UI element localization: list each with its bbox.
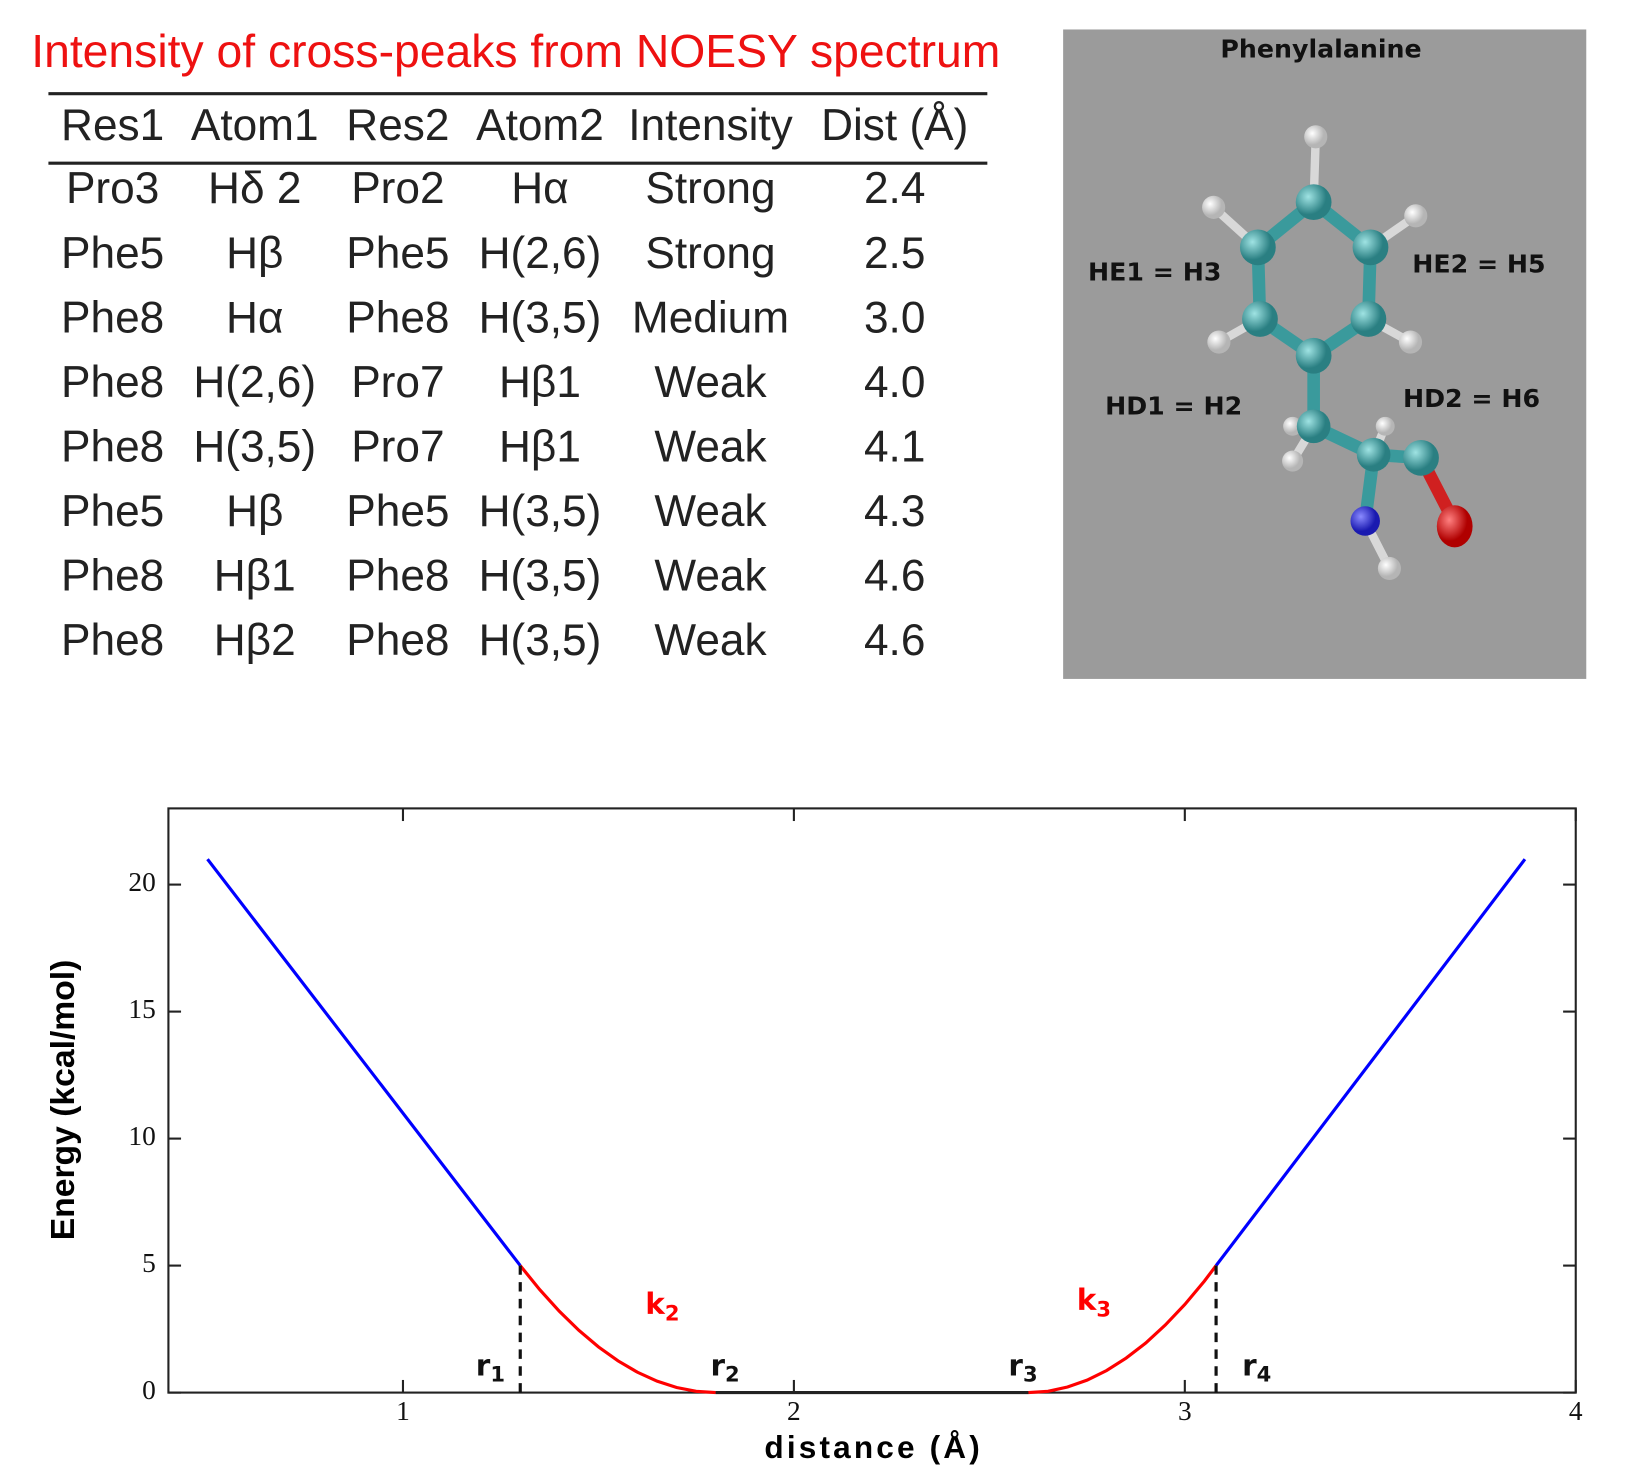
table-cell: Pro7 bbox=[351, 358, 444, 407]
line-series bbox=[520, 1266, 715, 1393]
y-tick-label: 10 bbox=[128, 1121, 155, 1151]
table-cell: Hα bbox=[226, 293, 283, 342]
annotation-text: k bbox=[645, 1287, 666, 1321]
annotation: r2 bbox=[711, 1348, 740, 1387]
table-title: Intensity of cross-peaks from NOESY spec… bbox=[31, 25, 1000, 77]
table-cell: H(2,6) bbox=[479, 229, 602, 278]
annotation-text: r bbox=[1242, 1348, 1257, 1382]
table-cell: Hβ1 bbox=[499, 422, 581, 471]
table-cell: Phe8 bbox=[61, 358, 164, 407]
annotation-subscript: 3 bbox=[1096, 1296, 1111, 1321]
table-cell: 4.6 bbox=[864, 551, 925, 600]
table-cell: Pro2 bbox=[351, 164, 444, 213]
line-series bbox=[1216, 859, 1525, 1265]
annotation-subscript: 4 bbox=[1257, 1362, 1272, 1387]
table-cell: H(3,5) bbox=[479, 616, 602, 665]
table-cell: Pro7 bbox=[351, 422, 444, 471]
table-cell: Phe5 bbox=[346, 229, 449, 278]
table-cell: Phe8 bbox=[61, 616, 164, 665]
table-header: Dist (Å) bbox=[821, 101, 968, 150]
annotation-subscript: 2 bbox=[725, 1362, 740, 1387]
table-cell: Phe5 bbox=[346, 487, 449, 536]
table-cell: 4.6 bbox=[864, 616, 925, 665]
table-cell: Hβ1 bbox=[499, 358, 581, 407]
table-cell: Weak bbox=[654, 551, 767, 600]
table-cell: 4.3 bbox=[864, 487, 925, 536]
table-cell: Phe5 bbox=[61, 229, 164, 278]
annotation: r3 bbox=[1008, 1348, 1037, 1387]
table-cell: Strong bbox=[645, 164, 775, 213]
table-cell: H(3,5) bbox=[193, 422, 316, 471]
table-cell: Hδ 2 bbox=[208, 164, 301, 213]
table-cell: Phe8 bbox=[61, 422, 164, 471]
table-cell: Phe8 bbox=[346, 616, 449, 665]
table-cell: Phe8 bbox=[346, 551, 449, 600]
table-cell: Weak bbox=[654, 487, 767, 536]
annotation-subscript: 3 bbox=[1023, 1362, 1038, 1387]
annotation: k3 bbox=[1077, 1283, 1111, 1322]
table-cell: Phe5 bbox=[61, 487, 164, 536]
y-tick-label: 15 bbox=[128, 994, 155, 1024]
table-cell: 4.0 bbox=[864, 358, 925, 407]
table-cell: Hβ bbox=[226, 229, 283, 278]
table-cell: 4.1 bbox=[864, 422, 925, 471]
table-cell: 3.0 bbox=[864, 293, 925, 342]
table-cell: 2.5 bbox=[864, 229, 925, 278]
molecule-title: Phenylalanine bbox=[1220, 35, 1421, 64]
table-cell: H(3,5) bbox=[479, 487, 602, 536]
figure: Intensity of cross-peaks from NOESY spec… bbox=[0, 0, 1642, 1467]
annotation: k2 bbox=[645, 1287, 679, 1326]
atom-label: HD1 = H2 bbox=[1105, 391, 1242, 420]
table-cell: H(2,6) bbox=[193, 358, 316, 407]
y-axis-label: Energy (kcal/mol) bbox=[45, 960, 82, 1241]
table-header: Atom1 bbox=[191, 101, 319, 150]
x-axis-label: distance (Å) bbox=[764, 1429, 983, 1465]
table-cell: Strong bbox=[645, 229, 775, 278]
table-cell: Hβ1 bbox=[214, 551, 296, 600]
annotation-text: r bbox=[711, 1348, 726, 1382]
table-cell: Hα bbox=[511, 164, 568, 213]
annotation: r1 bbox=[476, 1348, 505, 1387]
y-tick-label: 0 bbox=[142, 1375, 156, 1405]
table-cell: 2.4 bbox=[864, 164, 925, 213]
plot-frame bbox=[168, 808, 1575, 1392]
table-cell: Phe8 bbox=[61, 293, 164, 342]
annotation-text: r bbox=[476, 1348, 491, 1382]
annotation-text: r bbox=[1008, 1348, 1023, 1382]
table-header: Atom2 bbox=[476, 101, 604, 150]
table-cell: Hβ2 bbox=[214, 616, 296, 665]
x-tick-label: 2 bbox=[787, 1396, 801, 1426]
table-cell: Weak bbox=[654, 422, 767, 471]
table-cell: Phe8 bbox=[346, 293, 449, 342]
y-tick-label: 20 bbox=[128, 867, 155, 897]
table-cell: Pro3 bbox=[66, 164, 159, 213]
annotation-subscript: 2 bbox=[665, 1301, 680, 1326]
annotation: r4 bbox=[1242, 1348, 1271, 1387]
x-tick-label: 1 bbox=[396, 1396, 410, 1426]
table-header: Res2 bbox=[346, 101, 449, 150]
x-tick-label: 3 bbox=[1178, 1396, 1192, 1426]
annotation-text: k bbox=[1077, 1283, 1098, 1317]
atom-label: HE1 = H3 bbox=[1088, 258, 1221, 287]
table-cell: Phe8 bbox=[61, 551, 164, 600]
table-cell: Medium bbox=[632, 293, 789, 342]
x-tick-label: 4 bbox=[1569, 1396, 1583, 1426]
line-series bbox=[1028, 1266, 1216, 1393]
table-header: Res1 bbox=[61, 101, 164, 150]
table-cell: Weak bbox=[654, 616, 767, 665]
table-cell: Weak bbox=[654, 358, 767, 407]
annotation-subscript: 1 bbox=[490, 1362, 505, 1387]
table-cell: H(3,5) bbox=[479, 551, 602, 600]
table-cell: H(3,5) bbox=[479, 293, 602, 342]
atom-label: HE2 = H5 bbox=[1412, 249, 1545, 278]
atom-label: HD2 = H6 bbox=[1403, 384, 1540, 413]
y-tick-label: 5 bbox=[142, 1248, 156, 1278]
table-header: Intensity bbox=[628, 101, 793, 150]
table-cell: Hβ bbox=[226, 487, 283, 536]
line-series bbox=[208, 859, 521, 1265]
